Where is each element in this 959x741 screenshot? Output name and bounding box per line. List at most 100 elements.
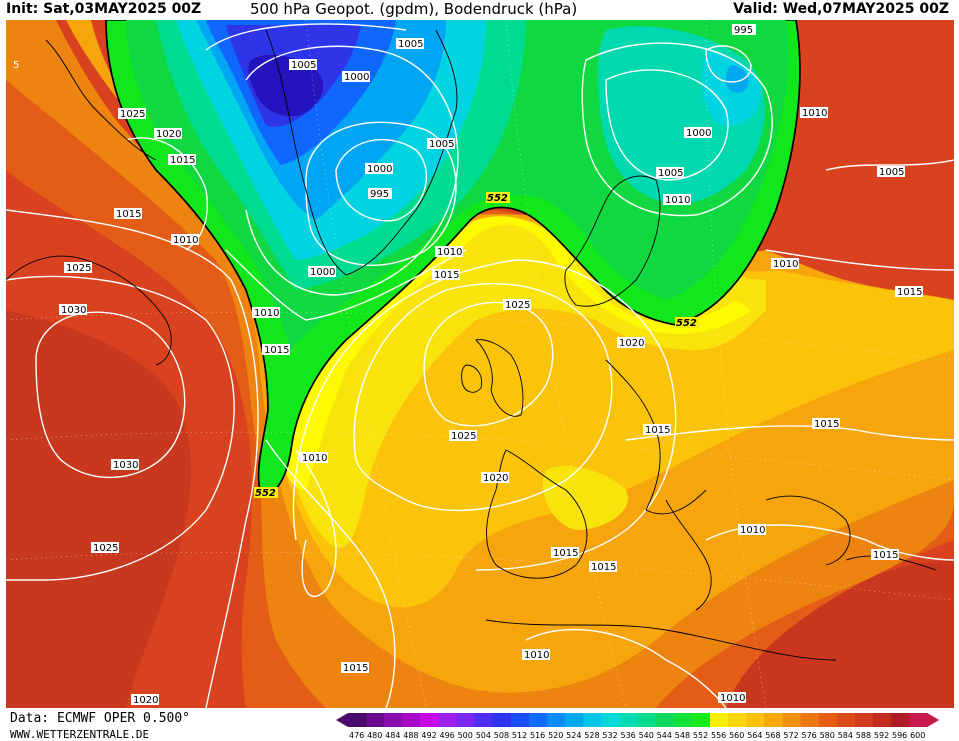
scale-swatch — [836, 713, 856, 727]
svg-text:1015: 1015 — [343, 663, 368, 674]
graticule-line — [505, 20, 627, 708]
pressure-label: 1005 — [656, 167, 684, 179]
scale-label: 528 — [584, 731, 599, 740]
scale-label: 520 — [548, 731, 563, 740]
pressure-label: 1010 — [171, 234, 199, 246]
svg-text:1010: 1010 — [740, 525, 765, 536]
map-footer: Data: ECMWF OPER 0.500° WWW.WETTERZENTRA… — [0, 708, 959, 741]
pressure-label: 1020 — [131, 694, 159, 706]
coast-canada — [45, 39, 157, 161]
svg-text:1010: 1010 — [665, 195, 690, 206]
svg-text:1025: 1025 — [505, 300, 530, 311]
scale-swatch — [909, 713, 928, 727]
svg-text:1015: 1015 — [264, 345, 289, 356]
isobar-1010-africa — [525, 628, 727, 708]
pressure-label: 1015 — [168, 154, 196, 166]
pressure-label: 1015 — [262, 344, 290, 356]
scale-arrow-left — [336, 713, 348, 727]
scale-swatch — [746, 713, 765, 727]
pressure-label: 1015 — [895, 286, 923, 298]
scale-label: 524 — [566, 731, 581, 740]
scale-label: 564 — [747, 731, 762, 740]
scale-swatch — [673, 713, 693, 727]
scale-swatch — [800, 713, 820, 727]
scale-swatch — [872, 713, 892, 727]
svg-text:995: 995 — [370, 189, 389, 200]
pressure-label: 1005 — [396, 38, 424, 50]
scale-swatch — [402, 713, 421, 727]
coast-great-britain — [475, 339, 524, 417]
scale-label: 568 — [765, 731, 780, 740]
contour-552-label: 552 — [486, 192, 510, 204]
scale-swatch — [601, 713, 620, 727]
pressure-label: 1020 — [481, 472, 509, 484]
svg-text:1005: 1005 — [429, 139, 454, 150]
pressure-label: 1000 — [308, 266, 336, 278]
pressure-label: 1010 — [663, 194, 691, 206]
svg-text:1005: 1005 — [658, 168, 683, 179]
svg-text:1030: 1030 — [113, 460, 138, 471]
scale-swatch — [474, 713, 494, 727]
contour-552-labels: 552 552 552 — [254, 192, 699, 499]
pressure-label: 1005 — [289, 59, 317, 71]
svg-text:1015: 1015 — [645, 425, 670, 436]
isobar-1015-central — [292, 259, 677, 571]
pressure-label: 1015 — [341, 662, 369, 674]
pressure-label: 1015 — [871, 549, 899, 561]
isobar-1010-greenland — [225, 249, 467, 321]
pressure-label: 1025 — [91, 542, 119, 554]
svg-text:1010: 1010 — [254, 308, 279, 319]
scale-swatch — [710, 713, 729, 727]
svg-text:1015: 1015 — [116, 209, 141, 220]
band-deep-red-southeast — [706, 560, 954, 708]
pressure-label: 995 — [732, 24, 756, 36]
scale-swatch — [348, 713, 367, 727]
isobar-1005-north — [205, 23, 407, 51]
scale-label: 560 — [729, 731, 744, 740]
pressure-label: 1005 — [877, 166, 905, 178]
scale-swatch — [619, 713, 639, 727]
pressure-label: 1025 — [64, 262, 92, 274]
pressure-labels: 1005 1005 995 1025 1020 1000 1015 1005 1… — [59, 24, 923, 706]
scale-swatch — [818, 713, 838, 727]
svg-text:1020: 1020 — [619, 338, 644, 349]
scale-label: 516 — [530, 731, 545, 740]
scale-label: 548 — [675, 731, 690, 740]
band-yellow-iberia — [542, 466, 628, 530]
svg-text:1025: 1025 — [66, 263, 91, 274]
scale-swatch — [691, 713, 711, 727]
graticule — [6, 20, 954, 708]
coast-balkans — [765, 495, 851, 566]
scale-swatch — [438, 713, 458, 727]
scale-label: 552 — [693, 731, 708, 740]
coast-greenland — [265, 29, 458, 276]
scale-label: 600 — [910, 731, 925, 740]
svg-text:1015: 1015 — [814, 419, 839, 430]
pressure-label: 1030 — [59, 304, 87, 316]
svg-text:1020: 1020 — [133, 695, 158, 706]
init-time: Init: Sat,03MAY2025 00Z — [6, 1, 202, 17]
pressure-label: 1015 — [114, 208, 142, 220]
coast-ireland — [461, 364, 483, 393]
svg-text:552: 552 — [255, 488, 276, 499]
band-indigo — [248, 54, 324, 117]
svg-text:1025: 1025 — [93, 543, 118, 554]
scale-labels: 476 480 484 488 492 496 500 504 508 512 516 520 524 5… — [349, 731, 925, 740]
scale-label: 572 — [783, 731, 798, 740]
svg-text:1005: 1005 — [291, 60, 316, 71]
coast-north-america — [6, 255, 172, 366]
isobar-1010-azores — [295, 449, 337, 597]
scale-label: 596 — [892, 731, 907, 740]
pressure-label: 1015 — [551, 547, 579, 559]
scale-label: 580 — [820, 731, 835, 740]
map-canvas: 552 552 552 1005 1005 995 1025 1020 1000… — [6, 20, 954, 708]
pressure-label: 1015 — [643, 424, 671, 436]
isobars — [6, 23, 954, 708]
contour-552-label: 552 — [675, 317, 699, 329]
scale-swatch — [420, 713, 439, 727]
scale-swatch — [529, 713, 548, 727]
scale-swatch — [764, 713, 783, 727]
edge-label: 5 — [13, 60, 20, 71]
scale-label: 544 — [657, 731, 672, 740]
svg-text:1010: 1010 — [802, 108, 827, 119]
